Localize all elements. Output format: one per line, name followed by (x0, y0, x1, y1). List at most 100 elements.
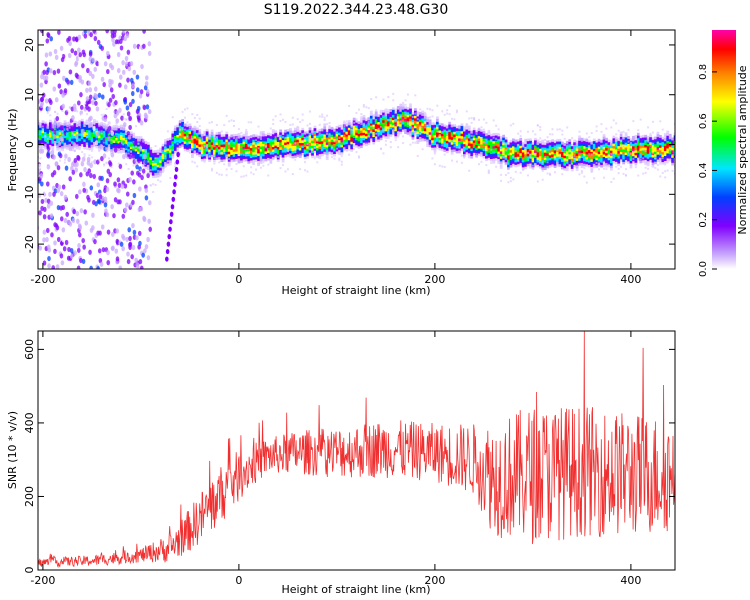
spectrogram-halo-cell (541, 169, 544, 172)
spectrogram-cell (583, 158, 586, 162)
spectrogram-cell (480, 144, 483, 147)
spectrogram-cell (169, 144, 172, 148)
spectrogram-noise-cell (49, 99, 53, 105)
spectrogram-cell (205, 153, 209, 157)
spectrogram-cell (445, 147, 449, 151)
spectrogram-cell (561, 146, 564, 150)
spectrogram-cell (406, 129, 410, 133)
spectrogram-cell (88, 129, 91, 133)
spectrogram-halo-cell (76, 110, 79, 113)
spectrogram-cell (301, 127, 305, 131)
spectrogram-cell (377, 121, 381, 125)
spectrogram-halo-cell (61, 130, 64, 133)
spectrogram-cell (330, 124, 334, 128)
spectrogram-halo-cell (284, 170, 287, 173)
spectrogram-cell (666, 155, 670, 159)
spectrogram-cell (391, 117, 395, 121)
spectrogram-noise-cell (142, 43, 146, 49)
spectrogram-cell (102, 128, 106, 131)
spectrogram-halo-cell (159, 180, 162, 183)
spectrogram-cell (548, 154, 552, 158)
spectrogram-cell (173, 135, 177, 139)
spectrogram-cell (548, 149, 552, 153)
spectrogram-cell (629, 135, 633, 139)
spectrogram-cell (188, 133, 192, 137)
spectrogram-cell (605, 145, 608, 149)
spectrogram-cell (673, 150, 675, 154)
spectrogram-cell (421, 118, 425, 121)
spectrogram-halo-cell (377, 127, 380, 130)
spectrogram-cell (426, 116, 430, 120)
spectrogram-cell (352, 130, 356, 134)
spectrogram-noise-cell (81, 237, 85, 244)
spectrogram-halo-cell (372, 126, 375, 129)
spectrogram-cell (240, 152, 243, 156)
spectrogram-cell (293, 140, 297, 144)
spectrogram-cell (585, 139, 589, 142)
spectrogram-halo-cell (649, 141, 652, 144)
spectrogram-cell (458, 150, 461, 154)
spectrogram-cell (663, 155, 667, 159)
spectrogram-cell (524, 141, 528, 145)
spectrogram-cell (494, 132, 498, 136)
spectrogram-noise-cell (134, 257, 138, 263)
spectrogram-cell (166, 140, 170, 144)
spectrogram-noise-cell (91, 225, 95, 231)
spectrogram-cell (551, 144, 554, 147)
spectrogram-halo-cell (610, 152, 613, 155)
spectrogram-cell (298, 140, 302, 143)
spectrogram-cell (519, 142, 523, 146)
spectrogram-cell (71, 143, 74, 147)
spectrogram-cell (75, 131, 79, 135)
snr-y-tick-label: 600 (23, 339, 36, 360)
spectrogram-halo-cell (291, 123, 294, 126)
spectrogram-noise-cell (53, 129, 58, 135)
spectrogram-halo-cell (83, 155, 86, 158)
spectrogram-halo-cell (193, 150, 196, 153)
spectrogram-cell (649, 152, 652, 155)
spectrogram-cell (485, 145, 488, 149)
spectrogram-cell (651, 147, 655, 151)
spectrogram-cell (649, 139, 652, 143)
spectrogram-halo-cell (527, 151, 529, 154)
spectrogram-cell (595, 142, 599, 146)
spectrogram-cell (600, 149, 603, 153)
spectrogram-halo-cell (49, 106, 52, 109)
spectrogram-cell (578, 142, 581, 146)
spectrogram-cell (661, 154, 665, 158)
spectrogram-halo-cell (90, 156, 93, 159)
spectrogram-cell (423, 115, 427, 119)
spectrogram-cell (465, 149, 469, 153)
spectrogram-noise-cell (42, 69, 47, 75)
spectrogram-cell (619, 156, 623, 160)
spectrogram-cell (541, 157, 545, 160)
spectrogram-halo-cell (157, 179, 160, 182)
spectrogram-cell (80, 121, 84, 125)
spectrogram-cell (654, 153, 657, 157)
spectrogram-cell (171, 143, 175, 147)
spectrogram-cell (541, 144, 545, 148)
spectrogram-cell (389, 114, 393, 117)
spectrogram-cell (345, 123, 349, 127)
spectrogram-cell (423, 130, 427, 134)
spectrogram-cell (409, 108, 412, 112)
spectrogram-cell (191, 152, 194, 156)
spectrogram-noise-cell (132, 192, 137, 199)
spectrogram-cell (345, 136, 349, 140)
spectrogram-cell (632, 160, 635, 164)
spectrogram-cell (455, 140, 459, 144)
spectrogram-cell (654, 143, 657, 147)
spectrogram-cell (83, 136, 87, 140)
spectrogram-cell (597, 153, 601, 157)
spectrogram-noise-cell (139, 265, 144, 269)
spectrogram-cell (154, 155, 158, 158)
spectrogram-cell (663, 143, 667, 147)
spectrogram-halo-cell (370, 131, 373, 134)
spectrogram-cell (374, 133, 378, 137)
spectrogram-cell (499, 155, 503, 159)
spectrogram-cell (320, 128, 324, 132)
spectrogram-cell (629, 163, 633, 166)
spectrogram-halo-cell (448, 113, 451, 116)
spectrogram-halo-cell (402, 102, 405, 105)
spectrogram-cell (379, 119, 383, 123)
